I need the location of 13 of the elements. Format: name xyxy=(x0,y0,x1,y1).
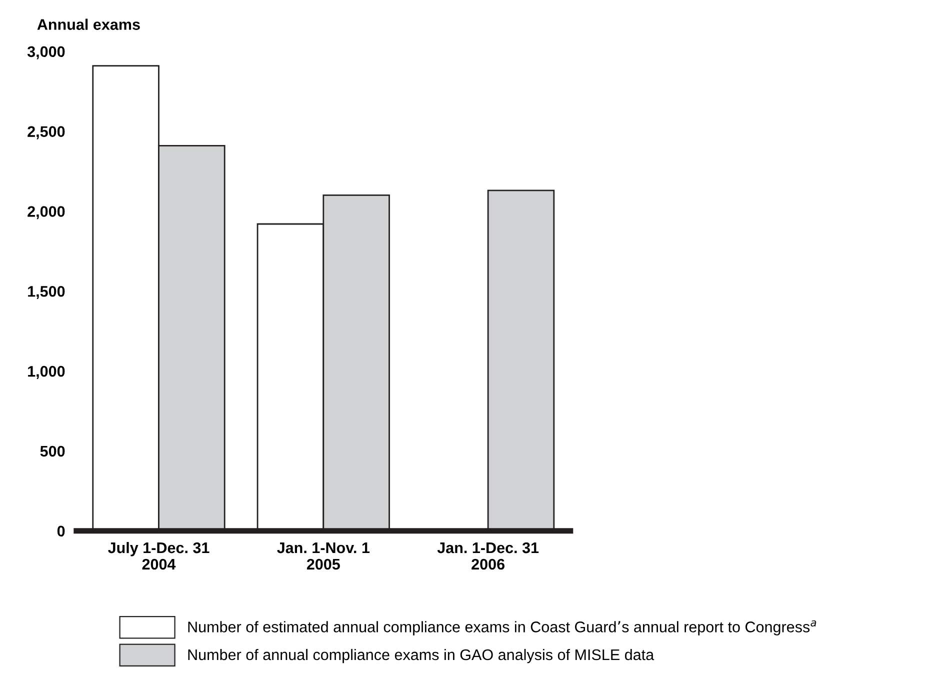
y-tick-label: 1,500 xyxy=(28,286,65,300)
y-tick-label: 0 xyxy=(57,526,65,537)
y-tick-label: 2,500 xyxy=(28,126,65,140)
y-axis-title: Annual exams xyxy=(37,18,140,30)
y-tick-label: 500 xyxy=(40,446,65,457)
x-tick-label: Jan. 1-Nov. 1 2005 xyxy=(277,542,370,570)
legend-label: Number of estimated annual compliance exams in Coast Guard’s annual report to Congress$^{a}$ xyxy=(188,620,816,636)
x-tick-label: July 1-Dec. 31 2004 xyxy=(108,542,210,570)
legend-label: Number of annual compliance exams in GAO analysis of MISLE data xyxy=(188,648,654,664)
y-tick-label: 3,000 xyxy=(27,46,65,60)
y-tick-label: 2,000 xyxy=(28,206,65,220)
y-tick-label: 1,000 xyxy=(28,366,65,379)
x-tick-label: Jan. 1-Dec. 31 2006 xyxy=(437,542,539,570)
